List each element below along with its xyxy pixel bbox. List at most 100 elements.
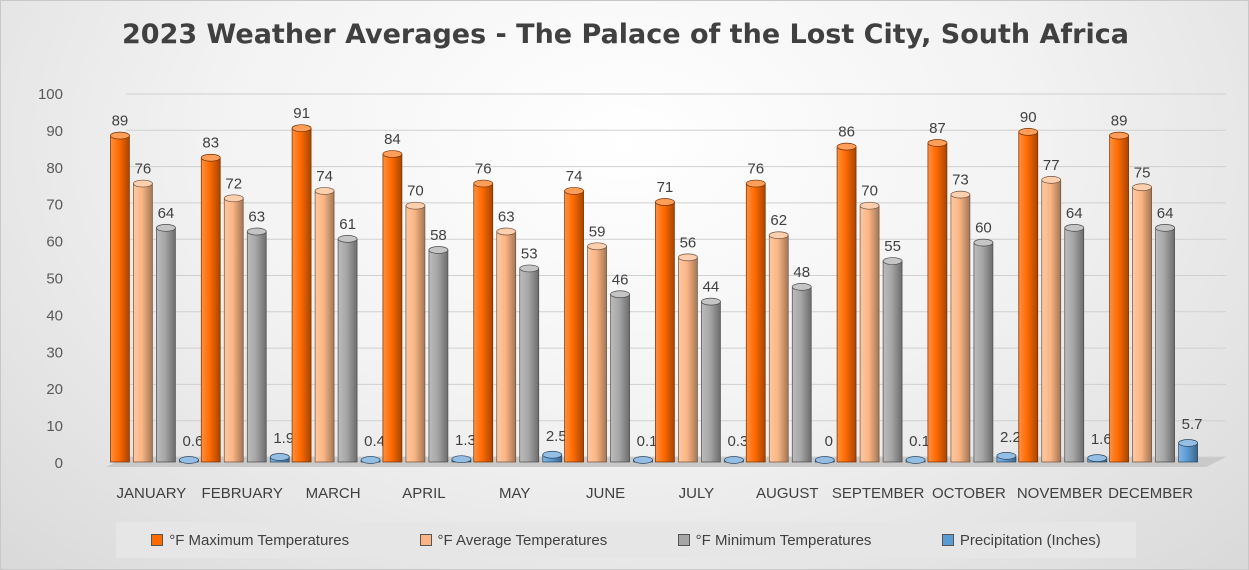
data-label: 56 bbox=[680, 234, 697, 251]
bar bbox=[905, 456, 926, 464]
y-tick-label: 20 bbox=[46, 381, 63, 398]
bar bbox=[836, 142, 857, 463]
bar bbox=[1155, 223, 1175, 463]
legend-swatch-avg bbox=[419, 534, 432, 546]
data-label: 89 bbox=[1111, 113, 1128, 130]
legend-swatch-precip bbox=[941, 534, 954, 546]
bar bbox=[156, 223, 176, 463]
data-label: 74 bbox=[566, 168, 583, 185]
bar bbox=[200, 153, 221, 463]
bar bbox=[246, 227, 267, 463]
legend-label: °F Minimum Temperatures bbox=[695, 531, 872, 549]
y-tick-label: 90 bbox=[46, 123, 63, 140]
data-label: 0.6 bbox=[182, 433, 203, 450]
data-label: 60 bbox=[975, 220, 992, 237]
bar bbox=[996, 452, 1017, 463]
legend-item: °F Maximum Temperatures bbox=[151, 532, 349, 549]
data-label: 91 bbox=[293, 105, 310, 122]
x-tick-label: MARCH bbox=[306, 485, 361, 502]
data-label: 0.1 bbox=[909, 433, 930, 450]
y-tick-label: 30 bbox=[46, 344, 63, 361]
data-label: 86 bbox=[838, 124, 855, 141]
data-label: 76 bbox=[475, 161, 492, 178]
legend-item: °F Average Temperatures bbox=[419, 532, 607, 549]
bar bbox=[973, 238, 994, 463]
data-label: 0.4 bbox=[364, 433, 385, 450]
data-label: 70 bbox=[861, 183, 878, 200]
bar bbox=[1178, 439, 1198, 463]
data-label: 2.2 bbox=[1000, 429, 1021, 446]
data-label: 1.6 bbox=[1091, 431, 1112, 448]
data-label: 55 bbox=[884, 238, 901, 255]
bar bbox=[564, 187, 584, 463]
data-label: 64 bbox=[1066, 205, 1083, 222]
data-label: 63 bbox=[498, 209, 515, 226]
x-tick-label: APRIL bbox=[402, 485, 445, 502]
bar bbox=[724, 456, 744, 464]
bar bbox=[1087, 454, 1108, 463]
y-tick-label: 10 bbox=[46, 418, 63, 435]
y-tick-label: 0 bbox=[55, 455, 63, 472]
bar bbox=[882, 257, 903, 463]
data-label: 48 bbox=[793, 264, 810, 281]
y-tick-label: 80 bbox=[46, 160, 63, 177]
bar bbox=[1041, 176, 1062, 463]
bar bbox=[745, 179, 766, 463]
bar bbox=[337, 235, 358, 463]
x-tick-label: MAY bbox=[499, 485, 530, 502]
data-label: 74 bbox=[316, 168, 333, 185]
bar bbox=[519, 264, 540, 463]
data-label: 72 bbox=[225, 175, 242, 192]
bar bbox=[428, 246, 449, 463]
x-tick-label: JANUARY bbox=[117, 485, 187, 502]
bar bbox=[1018, 128, 1039, 463]
legend: °F Maximum Temperatures °F Average Tempe… bbox=[116, 522, 1136, 558]
bar bbox=[473, 179, 494, 463]
bar bbox=[179, 456, 199, 464]
data-label: 77 bbox=[1043, 157, 1060, 174]
data-label: 0 bbox=[825, 433, 833, 450]
bar bbox=[405, 201, 426, 463]
legend-item: °F Minimum Temperatures bbox=[677, 531, 872, 549]
bar bbox=[133, 179, 153, 463]
x-tick-label: JUNE bbox=[586, 485, 625, 502]
legend-item: Precipitation (Inches) bbox=[941, 531, 1101, 549]
data-label: 76 bbox=[135, 161, 152, 178]
bar bbox=[291, 124, 312, 463]
x-tick-label: OCTOBER bbox=[932, 485, 1006, 502]
y-tick-label: 50 bbox=[46, 271, 63, 288]
bar bbox=[927, 139, 948, 463]
data-label: 64 bbox=[1157, 205, 1174, 222]
x-tick-label: JULY bbox=[679, 485, 715, 502]
bar bbox=[610, 290, 630, 463]
plot-area: 0 10 20 30 40 50 60 70 80 90 100 89 76 64 0.6 JANUARY 83… bbox=[38, 86, 1226, 502]
data-label: 73 bbox=[952, 172, 969, 189]
x-tick-label: SEPTEMBER bbox=[832, 485, 925, 502]
data-label: 58 bbox=[430, 227, 447, 244]
data-label: 63 bbox=[248, 209, 265, 226]
y-tick-label: 70 bbox=[46, 197, 63, 214]
bar bbox=[950, 190, 971, 463]
bar bbox=[314, 187, 335, 463]
legend-label: Precipitation (Inches) bbox=[959, 531, 1101, 549]
legend-label: °F Maximum Temperatures bbox=[169, 531, 350, 549]
x-tick-label: DECEMBER bbox=[1108, 485, 1193, 502]
bar bbox=[1132, 183, 1152, 463]
y-tick-label: 60 bbox=[46, 234, 63, 251]
bar bbox=[110, 131, 130, 463]
bar bbox=[587, 242, 607, 463]
data-label: 75 bbox=[1134, 164, 1151, 181]
data-label: 46 bbox=[612, 271, 629, 288]
bar bbox=[859, 201, 880, 463]
data-label: 61 bbox=[339, 216, 356, 233]
bar bbox=[269, 453, 290, 463]
data-label: 44 bbox=[703, 279, 720, 296]
data-label: 64 bbox=[158, 205, 175, 222]
bar bbox=[791, 283, 812, 463]
bar bbox=[496, 227, 517, 463]
bar bbox=[633, 456, 653, 464]
y-tick-label: 100 bbox=[38, 86, 63, 103]
data-label: 1.3 bbox=[455, 432, 476, 449]
data-label: 0.1 bbox=[637, 433, 658, 450]
